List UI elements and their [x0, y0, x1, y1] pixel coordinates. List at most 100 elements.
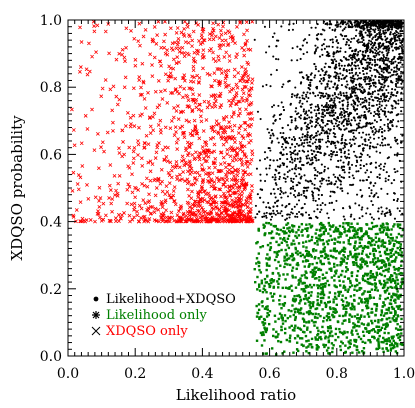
likelihood-only-point: [318, 336, 321, 339]
likelihood-only-point: [322, 330, 325, 333]
likelihood-xdqso-point: [350, 79, 353, 82]
likelihood-only-point: [376, 289, 379, 292]
xdqso-only-point: [165, 52, 170, 57]
likelihood-xdqso-point: [326, 97, 329, 100]
likelihood-only-point: [283, 236, 286, 240]
likelihood-xdqso-point: [397, 99, 400, 102]
xdqso-only-point: [241, 178, 246, 182]
likelihood-only-point: [342, 305, 346, 309]
likelihood-only-point: [328, 228, 332, 231]
likelihood-xdqso-point: [385, 41, 388, 44]
likelihood-xdqso-point: [276, 159, 279, 162]
likelihood-xdqso-point: [370, 216, 373, 219]
likelihood-only-point: [388, 316, 391, 320]
likelihood-xdqso-point: [352, 129, 356, 132]
xdqso-only-point: [159, 89, 163, 94]
xdqso-only-point: [230, 198, 234, 203]
likelihood-only-point: [382, 341, 385, 344]
likelihood-only-point: [296, 294, 299, 298]
xdqso-only-point: [240, 149, 245, 154]
likelihood-xdqso-point: [394, 106, 397, 109]
likelihood-only-point: [392, 225, 395, 228]
likelihood-only-point: [286, 287, 290, 290]
likelihood-xdqso-point: [290, 138, 294, 141]
likelihood-xdqso-point: [369, 213, 372, 216]
xdqso-only-point: [243, 186, 247, 190]
likelihood-xdqso-point: [386, 211, 389, 214]
likelihood-xdqso-point: [378, 164, 381, 168]
likelihood-xdqso-point: [381, 110, 384, 113]
likelihood-xdqso-point: [376, 58, 379, 61]
likelihood-only-point: [377, 239, 381, 243]
xdqso-only-point: [124, 26, 129, 31]
xdqso-only-point: [250, 19, 255, 24]
likelihood-xdqso-point: [345, 91, 348, 94]
xdqso-only-point: [236, 131, 241, 135]
xdqso-only-point: [181, 76, 186, 80]
xdqso-only-point: [217, 207, 222, 212]
likelihood-only-point: [392, 253, 396, 256]
likelihood-only-point: [363, 315, 366, 318]
likelihood-only-point: [353, 229, 357, 232]
likelihood-only-point: [375, 286, 378, 289]
xdqso-only-point: [226, 162, 231, 167]
likelihood-only-point: [300, 343, 303, 346]
likelihood-only-point: [269, 246, 273, 249]
likelihood-xdqso-point: [350, 56, 353, 59]
likelihood-xdqso-point: [313, 210, 316, 213]
likelihood-only-point: [323, 246, 327, 249]
likelihood-only-point: [320, 233, 323, 236]
likelihood-xdqso-point: [371, 63, 374, 66]
likelihood-only-point: [288, 287, 291, 290]
xdqso-only-point: [142, 141, 147, 145]
likelihood-xdqso-point: [362, 39, 365, 42]
likelihood-only-point: [355, 274, 359, 278]
likelihood-only-point: [286, 222, 290, 225]
likelihood-only-point: [331, 347, 334, 350]
likelihood-xdqso-point: [347, 149, 350, 152]
xdqso-only-point: [213, 34, 218, 39]
likelihood-only-point: [382, 336, 385, 340]
likelihood-xdqso-point: [359, 22, 362, 25]
xdqso-only-point: [161, 214, 166, 219]
xdqso-only-point: [175, 104, 180, 108]
likelihood-only-point: [291, 258, 294, 262]
likelihood-only-point: [353, 325, 356, 329]
likelihood-xdqso-point: [368, 97, 371, 100]
xdqso-only-point: [243, 67, 248, 71]
likelihood-only-point: [386, 296, 390, 300]
likelihood-xdqso-point: [394, 171, 397, 174]
likelihood-only-point: [284, 286, 288, 289]
likelihood-only-point: [289, 254, 292, 258]
likelihood-only-point: [320, 254, 324, 258]
likelihood-xdqso-point: [298, 150, 301, 153]
xdqso-only-point: [211, 93, 216, 98]
xdqso-only-point: [242, 53, 247, 58]
likelihood-xdqso-point: [339, 92, 342, 95]
likelihood-xdqso-point: [366, 153, 369, 157]
xdqso-only-point: [227, 54, 232, 58]
xdqso-only-point: [237, 196, 241, 200]
likelihood-only-point: [397, 305, 401, 309]
likelihood-xdqso-point: [349, 183, 352, 186]
likelihood-xdqso-point: [389, 75, 392, 78]
xdqso-only-point: [175, 177, 179, 182]
xdqso-only-point: [224, 74, 229, 79]
likelihood-xdqso-point: [290, 119, 293, 122]
xdqso-only-point: [200, 40, 205, 45]
likelihood-only-point: [371, 283, 374, 286]
likelihood-xdqso-point: [321, 202, 324, 205]
xdqso-only-point: [154, 186, 159, 190]
xdqso-only-point: [197, 136, 202, 141]
likelihood-only-point: [277, 333, 280, 336]
xdqso-only-point: [83, 113, 88, 118]
likelihood-only-point: [328, 291, 332, 294]
xdqso-only-point: [138, 113, 143, 118]
likelihood-only-point: [390, 254, 393, 258]
likelihood-only-point: [268, 285, 271, 288]
likelihood-only-point: [288, 326, 291, 329]
xdqso-only-point: [153, 89, 158, 94]
likelihood-xdqso-point: [401, 80, 404, 83]
likelihood-xdqso-point: [334, 146, 337, 149]
likelihood-xdqso-point: [360, 208, 363, 211]
